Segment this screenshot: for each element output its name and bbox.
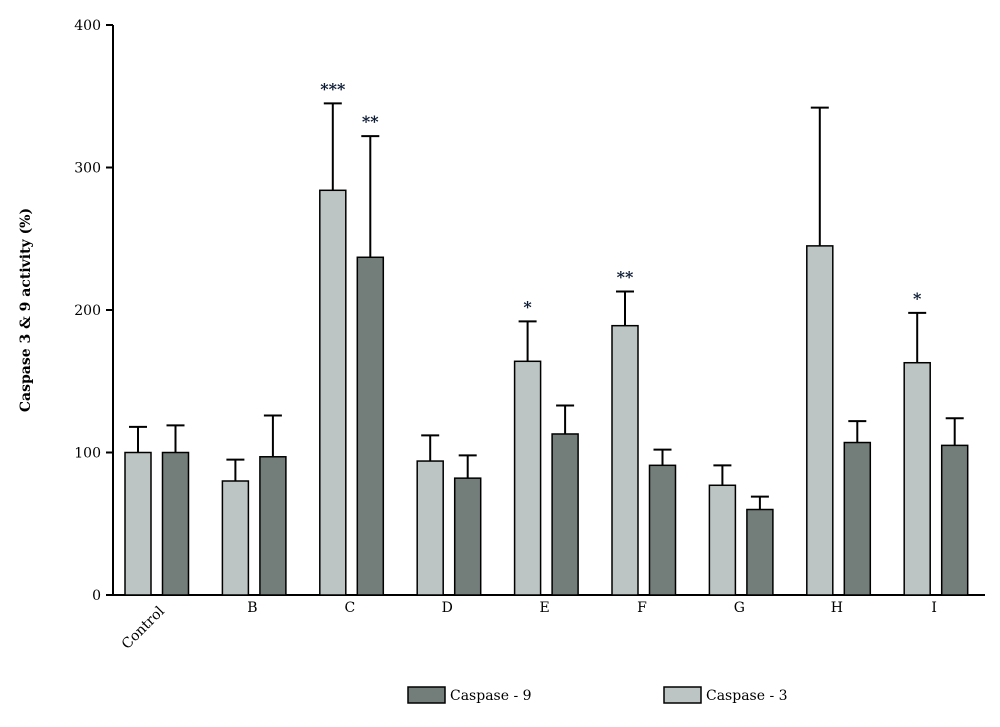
bar-caspase9 [940,444,969,596]
bar-caspase9 [161,451,190,596]
bar-caspase3 [319,189,347,596]
legend-label: Caspase - 9 [450,688,532,704]
x-tick-label: C [344,600,355,616]
significance-marker: ** [362,112,379,131]
bar-caspase9 [843,441,872,596]
x-tick-label: Control [119,603,168,652]
y-tick-label: 300 [74,161,101,177]
bar-caspase9 [259,456,287,596]
bar-caspase9 [356,256,385,596]
bar-caspase9 [551,433,579,596]
y-tick-label: 100 [74,446,101,462]
bar-caspase3 [806,245,834,596]
y-tick-label: 0 [92,588,101,604]
bar-caspase3 [903,361,931,596]
y-tick-label: 400 [74,18,101,34]
bar-caspase3 [416,460,444,596]
significance-marker: ** [617,267,634,286]
x-tick-label: F [637,600,647,616]
x-tick-label: H [831,600,843,616]
y-tick-label: 200 [74,303,101,319]
x-tick-label: B [247,600,257,616]
x-tick-label: G [734,600,745,616]
bar-caspase3 [221,480,250,596]
bar-caspase9 [453,477,482,596]
significance-marker: * [523,297,532,316]
significance-marker: *** [320,79,346,98]
legend-swatch [407,686,446,704]
bar-caspase3 [124,451,152,596]
significance-marker: * [913,289,922,308]
bar-caspase3 [513,360,542,596]
x-tick-label: I [931,600,937,616]
bar-caspase3 [611,324,639,596]
legend-label: Caspase - 3 [706,688,788,704]
bar-caspase9 [746,508,774,596]
x-tick-label: D [442,600,453,616]
legend-swatch [663,686,702,704]
x-tick-label: E [539,600,549,616]
y-axis-label: Caspase 3 & 9 activity (%) [18,208,34,412]
bar-caspase9 [648,464,677,596]
bar-caspase3 [708,484,737,596]
